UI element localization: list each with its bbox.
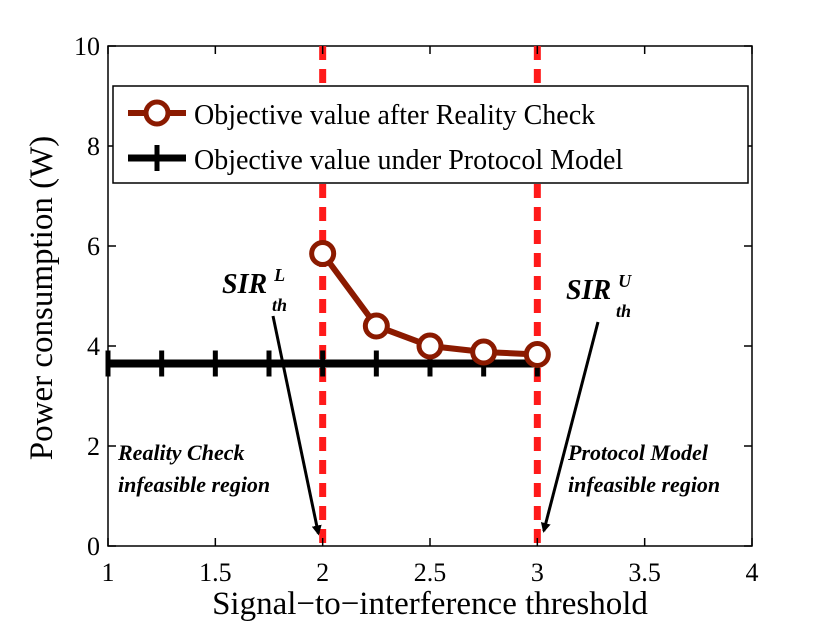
x-tick-label: 1 xyxy=(102,558,115,587)
axis-ticks: 1 1.5 2 2.5 3 3.5 4 0 2 4 6 8 10 xyxy=(74,32,759,587)
x-axis-label: Signal−to−interference threshold xyxy=(212,586,648,622)
data-point-reality-check xyxy=(470,338,498,366)
sir-lower-main: SIR xyxy=(222,269,267,300)
right-region-line-1: Protocol Model xyxy=(567,440,709,465)
sir-lower-label: SIR L th xyxy=(222,257,292,315)
threshold-lines xyxy=(319,46,541,546)
x-tick-label: 2.5 xyxy=(414,558,447,587)
sir-upper-arrow xyxy=(540,321,600,533)
sir-upper-sup: U xyxy=(618,271,632,291)
legend-box xyxy=(112,85,749,184)
left-region-line-1: Reality Check xyxy=(117,440,244,465)
data-point-reality-check xyxy=(309,240,337,267)
y-tick-label: 6 xyxy=(87,232,100,261)
sir-upper-main: SIR xyxy=(566,275,611,306)
legend-label-reality-check: Objective value after Reality Check xyxy=(194,100,595,131)
sir-upper-label: SIR U th xyxy=(566,263,638,321)
left-region-line-2: infeasible region xyxy=(118,472,270,497)
x-tick-label: 3 xyxy=(531,558,544,587)
sir-lower-sub: th xyxy=(272,295,287,315)
sir-lower-arrow xyxy=(271,315,322,536)
annotations: SIR L th SIR U th Reality Check infeasib… xyxy=(117,257,720,536)
legend-label-protocol-model: Objective value under Protocol Model xyxy=(194,145,623,176)
x-tick-label: 3.5 xyxy=(628,558,661,587)
x-tick-label: 4 xyxy=(746,558,759,587)
y-axis-label: Power consumption (W) xyxy=(24,136,60,460)
legend-entry-protocol-model: Objective value under Protocol Model xyxy=(128,145,623,176)
legend-entry-reality-check: Objective value after Reality Check xyxy=(128,99,595,131)
y-tick-label: 8 xyxy=(87,132,100,161)
y-tick-label: 10 xyxy=(74,32,100,61)
legend: Objective value after Reality Check Obje… xyxy=(112,85,749,184)
y-tick-label: 0 xyxy=(87,532,100,561)
series-layer xyxy=(105,240,551,377)
x-tick-label: 2 xyxy=(316,558,329,587)
y-tick-label: 4 xyxy=(87,332,100,361)
data-point-reality-check xyxy=(362,312,390,340)
legend-marker-reality-check xyxy=(143,99,171,127)
right-region-line-2: infeasible region xyxy=(568,472,720,497)
sir-lower-sup: L xyxy=(273,265,285,285)
y-tick-label: 2 xyxy=(87,432,100,461)
data-point-reality-check xyxy=(416,332,444,360)
x-tick-label: 1.5 xyxy=(199,558,232,587)
data-point-reality-check xyxy=(523,341,551,368)
sir-upper-sub: th xyxy=(616,301,631,321)
